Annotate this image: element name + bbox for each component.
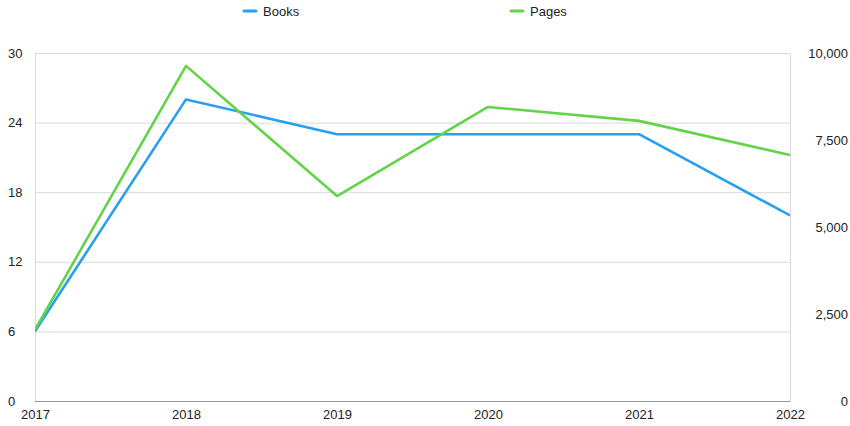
grid-line: [35, 53, 790, 54]
y-tick-label: 18: [8, 185, 22, 200]
x-tick-label: 2018: [172, 407, 201, 422]
x-tick-label: 2022: [776, 407, 805, 422]
x-tick: 2022: [776, 401, 805, 422]
grid-line: [35, 401, 790, 402]
y-tick: 30: [8, 46, 790, 61]
y2-tick-label: 10,000: [808, 46, 848, 61]
x-tick: 2018: [172, 401, 201, 422]
grid-line: [35, 123, 790, 124]
y-tick-label: 30: [8, 46, 22, 61]
legend-swatch: [511, 10, 523, 13]
legend-swatch: [244, 10, 256, 13]
legend-label: Books: [263, 4, 300, 19]
legend-entry: Books: [244, 4, 300, 19]
x-tick-label: 2019: [323, 407, 352, 422]
grid-line: [35, 192, 790, 193]
legend-entry: Pages: [511, 4, 567, 19]
y-tick-label: 0: [8, 394, 15, 409]
y2-tick: 5,000: [790, 220, 848, 235]
y2-tick: 2,500: [790, 307, 848, 322]
y-axis-line: [35, 54, 36, 402]
y2-tick-label: 0: [841, 394, 848, 409]
x-tick-label: 2021: [625, 407, 654, 422]
y2-tick-label: 7,500: [815, 133, 848, 148]
x-tick: 2021: [625, 401, 654, 422]
y-tick: 6: [8, 324, 790, 339]
x-tick: 2020: [474, 401, 503, 422]
x-tick-label: 2020: [474, 407, 503, 422]
x-tick: 2019: [323, 401, 352, 422]
y-tick-label: 12: [8, 254, 22, 269]
legend-label: Pages: [530, 4, 567, 19]
y-axis: 0 6 12 18 24 30: [8, 46, 790, 409]
y2-tick: 7,500: [790, 133, 848, 148]
y-tick: 12: [8, 254, 790, 269]
grid-line: [35, 262, 790, 263]
y-tick-label: 6: [8, 324, 15, 339]
grid-line: [35, 331, 790, 332]
x-tick: 2017: [21, 401, 50, 422]
x-tick-label: 2017: [21, 407, 50, 422]
chart: 0 6 12 18 24 30 0 2,500 5,000 7,500 10,000 2017 2018…: [0, 0, 850, 426]
y-tick: 0: [8, 394, 790, 409]
y2-tick-label: 5,000: [815, 220, 848, 235]
series-line: [35, 66, 790, 330]
y2-tick: 10,000: [790, 46, 848, 61]
y-tick-label: 24: [8, 115, 22, 130]
x-axis: 2017 2018 2019 2020 2021 2022: [21, 401, 805, 422]
y2-tick-label: 2,500: [815, 307, 848, 322]
legend: Books Pages: [244, 4, 567, 19]
plot-area: [35, 66, 790, 332]
y2-axis: 0 2,500 5,000 7,500 10,000: [790, 46, 848, 409]
x-axis-line: [36, 401, 791, 402]
y2-axis-line: [790, 54, 791, 402]
